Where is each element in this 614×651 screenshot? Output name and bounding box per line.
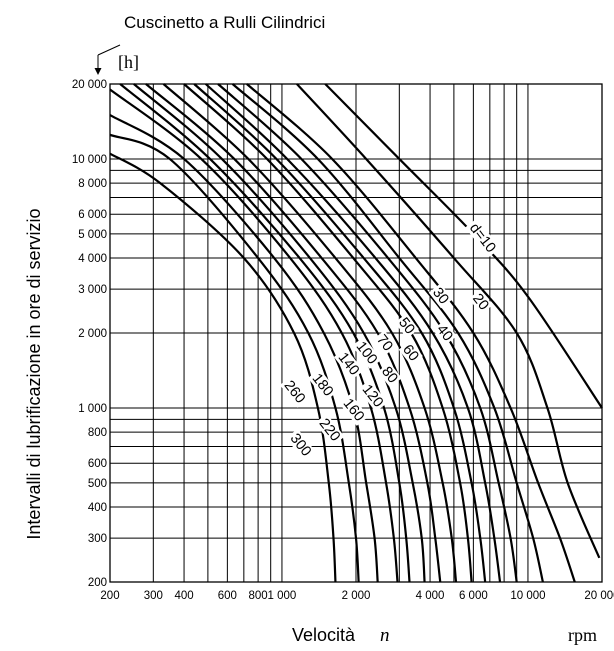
x-tick-label: 6 000 [459, 590, 488, 602]
y-tick-label: 10 000 [72, 154, 107, 166]
curve-label-background [394, 313, 419, 339]
curve-label-260: 260 [279, 375, 310, 408]
y-tick-label: 500 [88, 478, 107, 490]
curve-180 [109, 88, 399, 583]
y-tick-label: 3 000 [78, 284, 107, 296]
curve-20 [296, 83, 601, 559]
curve-100 [162, 83, 458, 583]
curve-label-background [307, 368, 338, 401]
curve-label-20: 20 [468, 289, 493, 315]
x-tick-label: 10 000 [510, 590, 545, 602]
x-tick-label: 800 [249, 590, 268, 602]
curve-label-text: 40 [433, 322, 456, 345]
curve-label-220: 220 [314, 413, 345, 446]
curve-40 [231, 83, 544, 583]
curve-label-30: 30 [428, 283, 453, 309]
curve-label-text: 80 [378, 364, 401, 387]
curves [109, 83, 603, 583]
y-tick-label: 1 000 [78, 403, 107, 415]
chart-title: Cuscinetto a Rulli Cilindrici [124, 13, 325, 32]
curve-260 [109, 133, 360, 583]
curve-label-d-10: d=10 [465, 218, 501, 258]
curve-label-70: 70 [372, 330, 397, 356]
y-tick-label: 800 [88, 427, 107, 439]
curve-label-background [314, 413, 345, 446]
y-unit-label: [h] [118, 52, 139, 72]
curve-label-80: 80 [377, 362, 402, 388]
x-tick-label: 600 [218, 590, 237, 602]
x-tick-label: 300 [144, 590, 163, 602]
x-tick-label: 20 000 [584, 590, 614, 602]
y-tick-label: 2 000 [78, 328, 107, 340]
x-tick-label: 1 000 [268, 590, 297, 602]
y-tick-label: 4 000 [78, 253, 107, 265]
curve-300 [109, 152, 337, 583]
curve-label-background [372, 330, 397, 356]
curve-label-background [468, 289, 493, 315]
curve-label-50: 50 [394, 313, 419, 339]
curve-label-text: 20 [469, 291, 492, 314]
curve-label-background [333, 347, 364, 380]
curve-label-background [377, 362, 402, 388]
y-tick-label: 200 [88, 577, 107, 589]
curve-label-background [357, 379, 388, 412]
curve-label-background [279, 375, 310, 408]
y-tick-label: 300 [88, 533, 107, 545]
x-tick-label: 4 000 [416, 590, 445, 602]
curve-label-background [428, 283, 453, 309]
curve-label-background [432, 320, 457, 346]
curve-60 [204, 83, 502, 583]
curve-label-160: 160 [338, 393, 369, 426]
x-axis-symbol: n [380, 625, 390, 646]
curve-label-background [338, 393, 369, 426]
x-axis-unit: rpm [568, 625, 597, 645]
y-tick-label: 8 000 [78, 178, 107, 190]
plot-frame [109, 83, 603, 583]
curve-label-text: 50 [395, 315, 418, 338]
x-tick-label: 400 [174, 590, 193, 602]
curve-70 [193, 83, 487, 583]
curve-label-text: 30 [429, 285, 452, 308]
y-tick-label: 5 000 [78, 229, 107, 241]
curve-label-text: 60 [399, 342, 422, 365]
curve-label-40: 40 [432, 320, 457, 346]
y-tick-label: 6 000 [78, 209, 107, 221]
curve-label-60: 60 [398, 340, 423, 366]
curve-30 [246, 83, 576, 583]
y-unit-arrow [94, 44, 121, 75]
curve-label-300: 300 [285, 428, 316, 461]
curve-label-background [285, 428, 316, 461]
curve-label-background [351, 336, 382, 369]
x-axis-ticks: 200 300 400 600 800 1 000 2 000 4 000 6 000 10 00… [100, 590, 614, 602]
curve-label-background [398, 340, 423, 366]
x-tick-label: 200 [100, 590, 119, 602]
y-tick-label: 20 000 [72, 79, 107, 91]
curve-160 [119, 83, 411, 583]
y-tick-label: 400 [88, 502, 107, 514]
curve-label-text: 70 [373, 332, 396, 355]
x-axis-label: Velocità [292, 625, 356, 645]
x-tick-label: 2 000 [342, 590, 371, 602]
curve-label-background [465, 218, 501, 258]
curve-80 [183, 83, 473, 583]
curve-140 [133, 83, 426, 583]
curve-220 [109, 114, 379, 583]
y-axis-label: Intervalli di lubrificazione in ore di s… [24, 208, 44, 539]
y-tick-label: 600 [88, 458, 107, 470]
y-axis-ticks: 200 300 400 500 600 800 1 000 2 000 3 000 4 000 5 … [72, 79, 107, 589]
